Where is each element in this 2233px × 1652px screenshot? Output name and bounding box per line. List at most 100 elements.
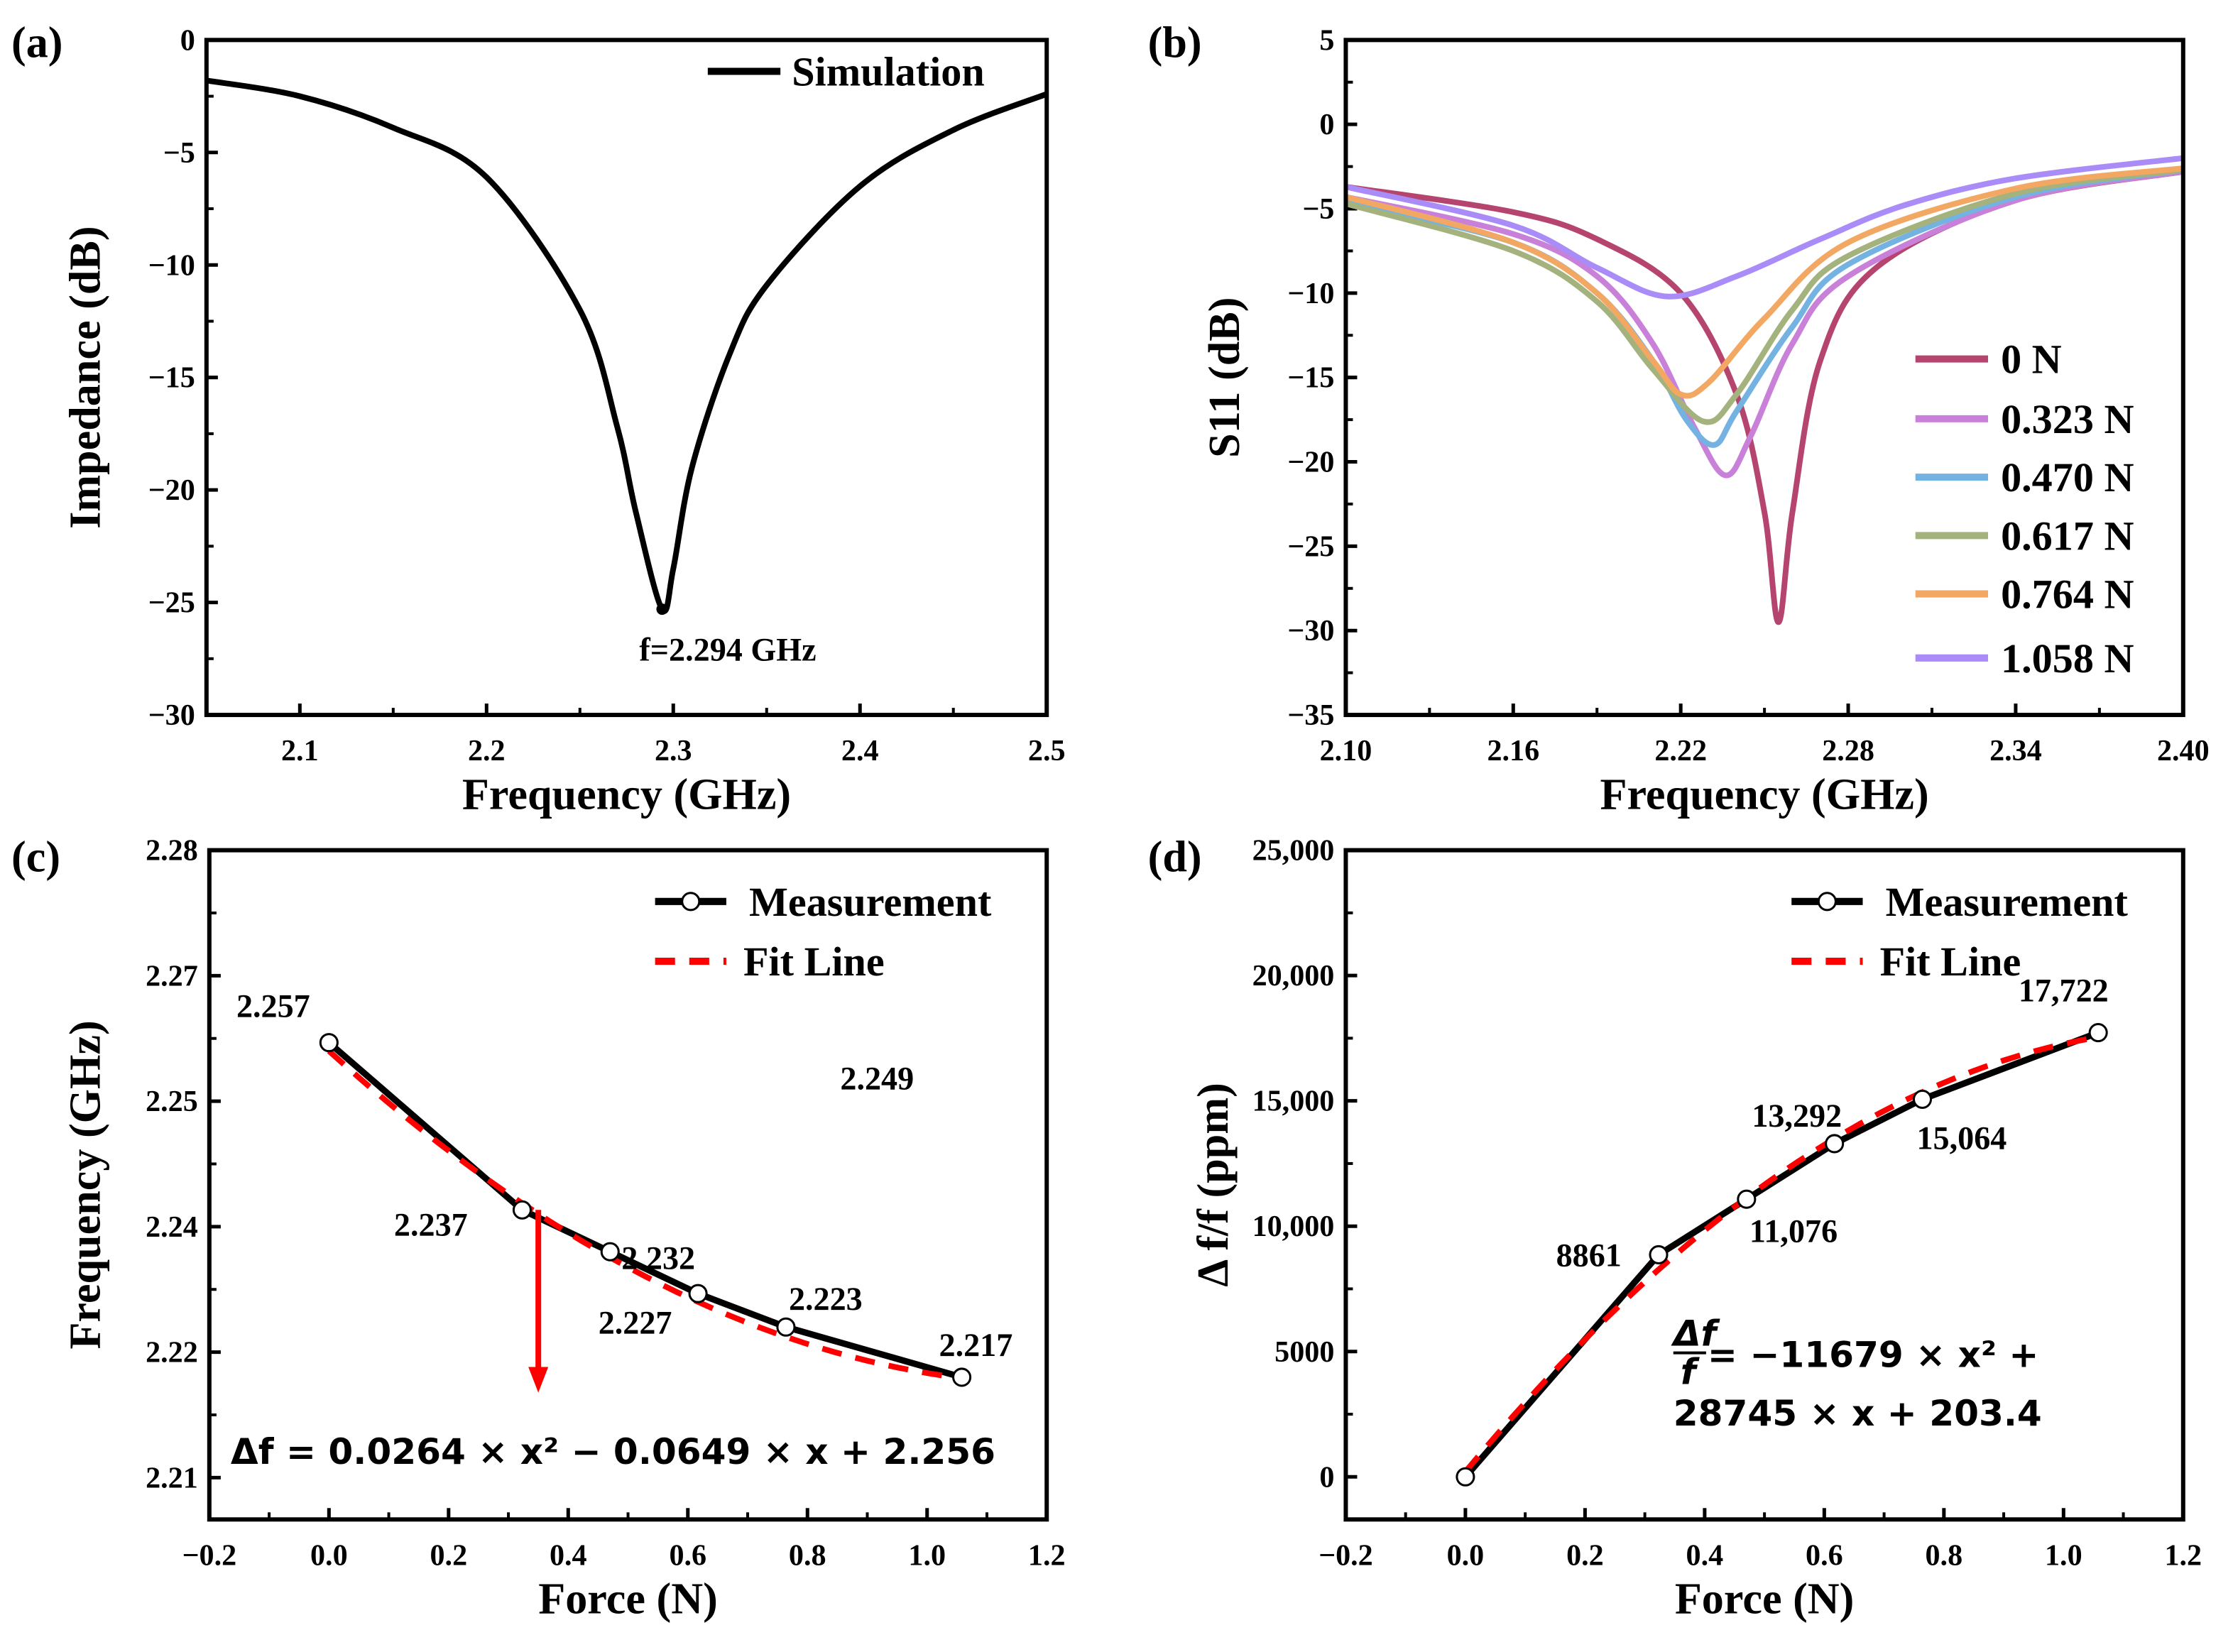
x-tick-label: 2.4 <box>841 734 879 767</box>
panel-a: (a) 2.1 2.2 2.3 2.4 2.5 0 −5 −10 −15 −20 −25 −30 Freq… <box>11 18 1065 819</box>
data-label: 2.237 <box>394 1206 468 1242</box>
y-tick-label: −10 <box>1287 277 1334 310</box>
y-tick-label: −25 <box>1287 530 1334 563</box>
x-tick-label: −0.2 <box>182 1538 237 1572</box>
y-tick-label: 2.21 <box>146 1461 198 1494</box>
y-axis-title: Impedance (dB) <box>61 226 109 528</box>
data-label: 13,292 <box>1752 1098 1842 1134</box>
panel-label: (d) <box>1148 833 1202 882</box>
series-line-0-323-n <box>1345 168 2183 478</box>
x-tick-label: 2.3 <box>655 734 692 767</box>
measurement-point <box>2088 1023 2108 1043</box>
legend-label: 0 N <box>2001 337 2062 383</box>
measurement-point <box>688 1284 708 1303</box>
x-tick-label: 0.0 <box>310 1538 348 1572</box>
y-tick-label: 15,000 <box>1252 1085 1335 1118</box>
panel-b: (b) 2.10 2.16 2.22 2.28 2.34 2.40 5 0 −5 −10 −15 −20… <box>1148 18 2210 819</box>
plot-area <box>1456 1023 2108 1487</box>
measurement-point <box>1456 1467 1475 1487</box>
y-tick-label: 20,000 <box>1252 959 1335 992</box>
x-tick-label: 2.16 <box>1487 734 1539 767</box>
x-tick-label: 0.8 <box>1926 1538 1963 1572</box>
minimum-point <box>656 603 668 616</box>
y-tick-label: 2.27 <box>146 959 198 992</box>
y-axis-title: Δ f/f (ppm) <box>1189 1083 1238 1287</box>
x-tick-label: 2.10 <box>1320 734 1372 767</box>
plot-frame <box>204 38 1049 718</box>
data-label: 8861 <box>1556 1237 1622 1273</box>
x-tick-label: 0.2 <box>1566 1538 1604 1572</box>
x-tick-label: 2.40 <box>2157 734 2210 767</box>
y-tick-label: −30 <box>1287 614 1334 647</box>
data-label: 11,076 <box>1749 1213 1838 1249</box>
x-axis-title: Frequency (GHz) <box>462 770 791 819</box>
data-label: 2.223 <box>789 1281 863 1317</box>
y-tick-label: −15 <box>1287 361 1334 395</box>
extra-label: 2.249 <box>840 1061 914 1097</box>
y-tick-label: −10 <box>148 248 195 282</box>
y-tick-label: 25,000 <box>1252 834 1335 868</box>
legend-label: 0.764 N <box>2001 571 2134 618</box>
measurement-point <box>1825 1134 1845 1154</box>
y-axis-title: S11 (dB) <box>1201 297 1249 458</box>
legend-label: 1.058 N <box>2001 635 2134 682</box>
plot-frame <box>207 848 1049 1522</box>
legend-label: Fit Line <box>1880 939 2021 985</box>
measurement-point <box>319 1033 339 1053</box>
legend-label: Measurement <box>1886 879 2129 925</box>
data-label: 15,064 <box>1916 1120 2007 1156</box>
fit-equation-line-2: 28745 × x + 203.4 <box>1674 1392 2042 1434</box>
y-tick-label: 2.24 <box>146 1210 198 1244</box>
y-tick-label: 5000 <box>1274 1335 1334 1369</box>
x-tick-label: 2.34 <box>1989 734 2042 767</box>
legend-label: Simulation <box>792 49 984 95</box>
resonance-annotation: f=2.294 GHz <box>639 631 816 667</box>
measurement-point <box>1649 1245 1669 1264</box>
data-label: 2.217 <box>939 1327 1013 1363</box>
plot-area <box>1345 155 2183 625</box>
y-tick-label: 2.22 <box>146 1336 198 1369</box>
measurement-line <box>1463 1029 2100 1479</box>
x-tick-label: 1.2 <box>1028 1538 1066 1572</box>
arrow-head <box>528 1367 549 1393</box>
y-tick-label: −15 <box>148 361 195 395</box>
plot-area <box>206 77 1047 616</box>
y-axis-title: Frequency (GHz) <box>61 1020 109 1349</box>
x-tick-label: 0.8 <box>789 1538 826 1572</box>
measurement-point <box>600 1242 620 1262</box>
measurement-point <box>952 1367 972 1387</box>
data-label: 2.227 <box>599 1304 672 1340</box>
y-tick-label: 2.25 <box>146 1085 198 1118</box>
data-label: 2.257 <box>236 988 310 1024</box>
x-tick-label: 2.5 <box>1028 734 1066 767</box>
panel-label: (b) <box>1148 18 1202 67</box>
panel-label: (a) <box>11 18 62 67</box>
legend-marker <box>681 892 701 912</box>
panel-d: (d) −0.2 0.0 0.2 0.4 0.6 0.8 1.0 1.2 25,000 20,000… <box>1148 833 2202 1624</box>
x-tick-label: 2.2 <box>468 734 506 767</box>
x-tick-label: 2.22 <box>1654 734 1707 767</box>
x-tick-label: 2.1 <box>281 734 319 767</box>
panel-label: (c) <box>11 833 60 882</box>
series-line-0-764-n <box>1345 165 2183 399</box>
y-tick-label: −35 <box>1287 699 1334 732</box>
y-tick-label: −30 <box>148 699 195 732</box>
series-line-simulation <box>206 77 1047 614</box>
x-tick-label: 1.0 <box>2045 1538 2082 1572</box>
data-label: 2.232 <box>621 1240 695 1276</box>
fit-equation-line-1: = −11679 × x² + <box>1708 1334 2038 1376</box>
x-tick-label: 0.0 <box>1447 1538 1485 1572</box>
measurement-point <box>512 1200 532 1220</box>
x-axis-title: Force (N) <box>538 1575 718 1624</box>
x-tick-label: 2.28 <box>1822 734 1874 767</box>
y-tick-label: 5 <box>1319 23 1334 57</box>
plot-frame <box>1343 38 2185 718</box>
legend-marker <box>1817 892 1837 912</box>
y-tick-label: 0 <box>1319 108 1334 141</box>
x-tick-label: 0.6 <box>1806 1538 1843 1572</box>
measurement-point <box>1912 1089 1933 1109</box>
legend-label: Fit Line <box>743 939 885 985</box>
x-tick-label: 0.2 <box>430 1538 467 1572</box>
measurement-point <box>776 1317 796 1337</box>
